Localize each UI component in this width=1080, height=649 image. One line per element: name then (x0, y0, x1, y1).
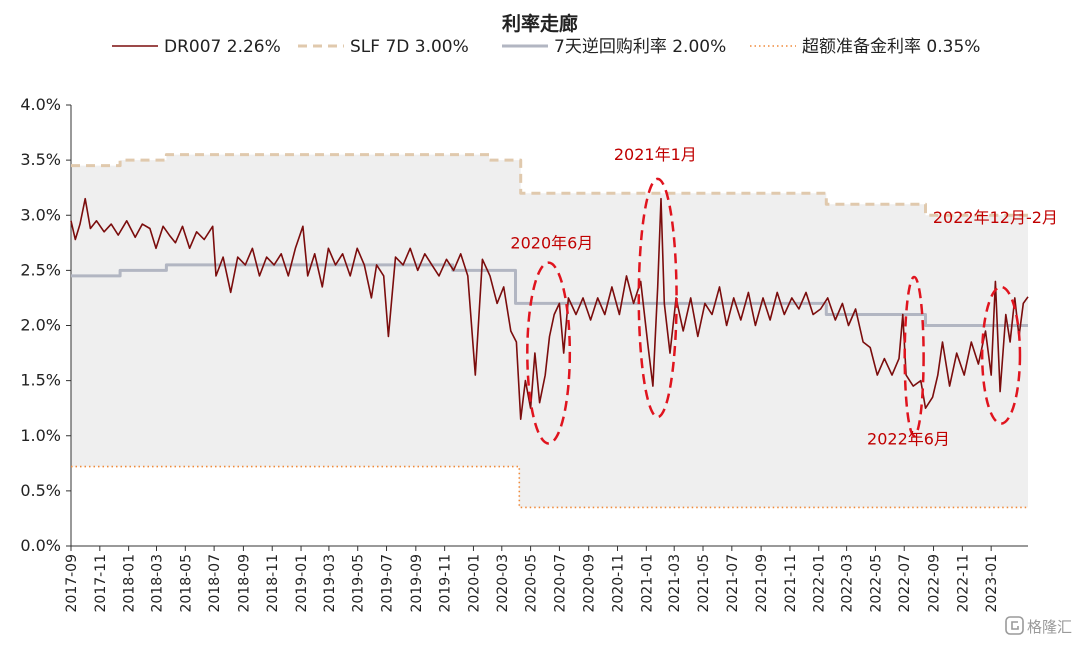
x-tick-label: 2023-01 (984, 554, 1000, 613)
x-tick-label: 2018-05 (178, 554, 194, 613)
x-tick-label: 2022-03 (840, 554, 856, 613)
watermark-logo-mark (1011, 621, 1019, 630)
annotation-label-1: 2020年6月 (510, 233, 593, 252)
y-tick-label: 3.5% (20, 150, 61, 169)
x-tick-label: 2021-07 (725, 554, 741, 613)
series-line-超额准备金利率 (71, 465, 1028, 509)
series-line-slf-7d (71, 153, 1028, 217)
x-tick-label: 2020-11 (611, 554, 627, 613)
y-tick-label: 0.5% (20, 481, 61, 500)
highlight-ellipse-3 (903, 275, 925, 437)
x-tick-label: 2019-09 (409, 554, 425, 613)
x-tick-label: 2022-01 (812, 554, 828, 613)
legend-label-slf-7d: SLF 7D 3.00% (350, 37, 469, 57)
watermark: 格隆汇 (1005, 616, 1072, 636)
highlight-ellipse-1 (526, 261, 572, 445)
corridor-area (71, 154, 1028, 508)
x-tick-label: 2022-07 (897, 554, 913, 613)
y-tick-label: 4.0% (20, 95, 61, 114)
legend: DR007 2.26% SLF 7D 3.00% 7天逆回购利率 2.00% 超额准备… (112, 37, 980, 57)
x-tick-label: 2021-01 (639, 554, 655, 613)
series-line-dr007 (70, 197, 1029, 420)
watermark-text: 格隆汇 (1027, 618, 1072, 636)
x-tick-label: 2017-11 (93, 554, 109, 613)
highlight-ellipse-2 (637, 177, 678, 419)
series-group (70, 153, 1029, 509)
x-tick-label: 2022-09 (927, 554, 943, 613)
x-tick-label: 2020-07 (552, 554, 568, 613)
x-tick-label: 2020-01 (466, 554, 482, 613)
y-tick-label: 2.0% (20, 316, 61, 335)
annotation-label-3: 2022年12月-2月 (933, 208, 1058, 227)
x-tick-label: 2019-05 (351, 554, 367, 613)
x-tick-label: 2019-03 (322, 554, 338, 613)
x-tick-label: 2018-01 (122, 554, 138, 613)
x-tick-label: 2021-03 (667, 554, 683, 613)
x-tick-label: 2021-11 (783, 554, 799, 613)
legend-label-超额准备金利率: 超额准备金利率 0.35% (802, 37, 980, 57)
x-tick-label: 2018-07 (207, 554, 223, 613)
annotation-label-4: 2022年6月 (867, 430, 950, 449)
watermark-logo-icon (1005, 616, 1024, 635)
corridor-fill (71, 154, 1028, 508)
x-tick-label: 2021-05 (696, 554, 712, 613)
y-tick-label: 1.0% (20, 426, 61, 445)
x-tick-label: 2021-09 (754, 554, 770, 613)
x-tick-label: 2020-09 (582, 554, 598, 613)
highlight-ellipse-4 (980, 285, 1022, 425)
axes: 0.0% 0.5% 1.0% 1.5% 2.0% 2.5% 3.0% 3.5% 4.0% 2017… (20, 95, 1028, 613)
y-tick-label: 1.5% (20, 371, 61, 390)
x-tick-label: 2020-05 (524, 554, 540, 613)
chart-title: 利率走廊 (502, 12, 578, 35)
x-tick-label: 2022-11 (955, 554, 971, 613)
legend-label-dr007: DR007 2.26% (164, 37, 281, 57)
y-tick-label: 2.5% (20, 260, 61, 279)
x-tick-label: 2017-09 (64, 554, 80, 613)
y-tick-label: 0.0% (20, 536, 61, 555)
x-tick-label: 2018-11 (265, 554, 281, 613)
highlight-ellipses (526, 177, 1022, 445)
series-line-7天逆回购利率 (71, 263, 1028, 327)
x-tick-label: 2018-09 (236, 554, 252, 613)
x-tick-label: 2020-03 (495, 554, 511, 613)
x-tick-label: 2019-07 (380, 554, 396, 613)
x-tick-label: 2022-05 (868, 554, 884, 613)
x-tick-label: 2018-03 (149, 554, 165, 613)
x-tick-label: 2019-11 (438, 554, 454, 613)
annotation-label-2: 2021年1月 (614, 145, 697, 164)
legend-label-7天逆回购利率: 7天逆回购利率 2.00% (554, 37, 726, 57)
annotations: 2020年6月 2021年1月 2022年12月-2月 2022年6月 (510, 145, 1058, 448)
y-tick-label: 3.0% (20, 205, 61, 224)
x-tick-label: 2019-01 (294, 554, 310, 613)
